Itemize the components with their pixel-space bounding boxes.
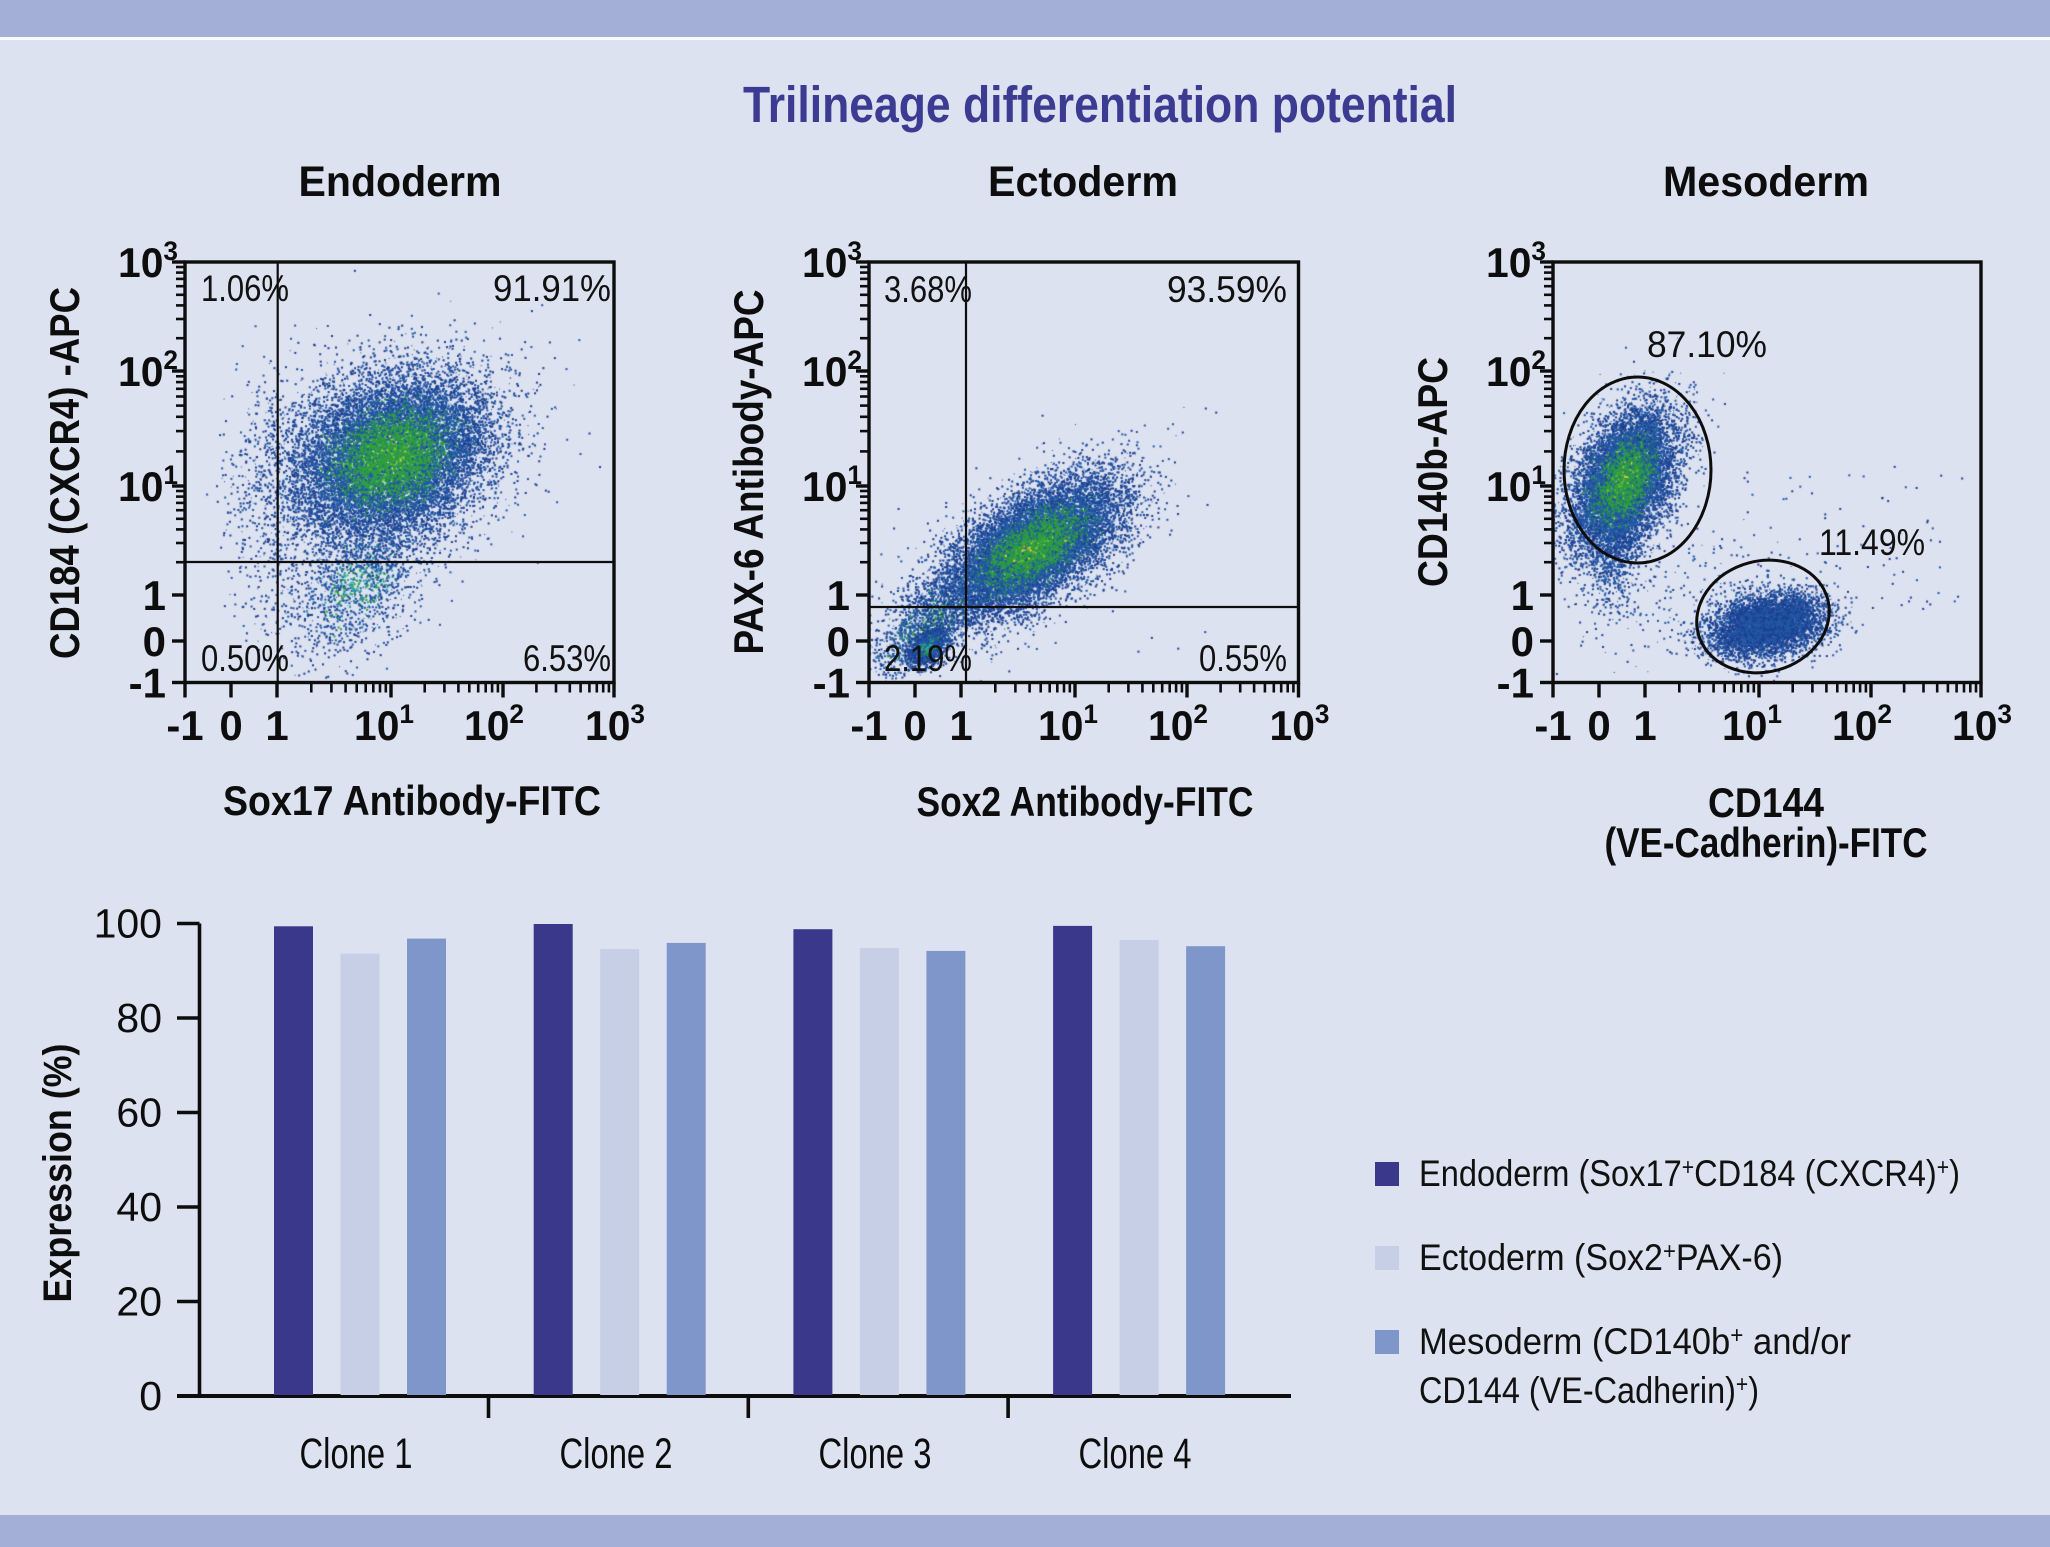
svg-text:101: 101 [1722,699,1782,749]
svg-text:101: 101 [1486,460,1546,510]
svg-text:Ectoderm (Sox2+​PAX-6): Ectoderm (Sox2+​PAX-6) [1419,1237,1783,1278]
svg-text:(VE-Cadherin)-FITC: (VE-Cadherin)-FITC [1605,819,1928,866]
svg-text:101: 101 [1038,699,1098,749]
svg-text:40: 40 [116,1184,162,1230]
svg-text:20: 20 [116,1279,162,1325]
svg-text:Clone 3: Clone 3 [819,1430,932,1478]
svg-text:1: 1 [1511,572,1534,619]
svg-text:-1: -1 [166,702,203,749]
svg-text:60: 60 [116,1090,162,1136]
svg-text:Trilineage differentiation pot: Trilineage differentiation potential [743,76,1457,133]
svg-text:103: 103 [802,236,862,286]
svg-text:102: 102 [464,699,524,749]
svg-text:-1: -1 [129,660,166,707]
svg-text:Endoderm: Endoderm [299,158,502,206]
svg-text:102: 102 [1148,699,1208,749]
svg-text:103: 103 [1486,236,1546,286]
svg-text:1: 1 [1633,702,1656,749]
svg-text:87.10%: 87.10% [1647,324,1767,365]
svg-text:1: 1 [143,572,166,619]
svg-text:Mesoderm (CD140b+​ and/or: Mesoderm (CD140b+​ and/or [1419,1321,1851,1362]
svg-text:-1: -1 [850,702,887,749]
svg-text:102: 102 [1832,699,1892,749]
svg-text:103: 103 [118,236,178,286]
svg-text:0: 0 [219,702,242,749]
svg-text:Endoderm (Sox17+​CD184 (CXCR4): Endoderm (Sox17+​CD184 (CXCR4)+​) [1419,1153,1960,1194]
svg-text:0.50%: 0.50% [201,638,289,679]
svg-text:103: 103 [1952,699,2012,749]
svg-text:1: 1 [827,572,850,619]
svg-text:CD140b-APC: CD140b-APC [1409,357,1456,587]
svg-text:Sox17 Antibody-FITC: Sox17 Antibody-FITC [223,777,601,824]
svg-text:93.59%: 93.59% [1167,269,1287,310]
svg-text:0: 0 [1587,702,1610,749]
svg-text:Clone 1: Clone 1 [300,1430,413,1478]
svg-text:Expression (%): Expression (%) [36,1044,80,1303]
svg-text:101: 101 [802,460,862,510]
svg-text:0: 0 [139,1373,162,1419]
svg-text:Mesoderm: Mesoderm [1663,158,1869,206]
svg-text:1.06%: 1.06% [201,268,289,309]
svg-text:102: 102 [802,345,862,395]
svg-text:1: 1 [265,702,288,749]
svg-text:2.19%: 2.19% [884,638,972,679]
svg-text:0: 0 [827,618,850,665]
svg-text:102: 102 [1486,345,1546,395]
svg-text:6.53%: 6.53% [523,638,611,679]
svg-text:0: 0 [903,702,926,749]
svg-text:80: 80 [116,995,162,1041]
svg-text:11.49%: 11.49% [1819,522,1925,563]
svg-text:PAX-6 Antibody-APC: PAX-6 Antibody-APC [725,290,772,655]
svg-text:Clone 2: Clone 2 [560,1430,673,1478]
svg-text:103: 103 [1270,699,1330,749]
svg-text:101: 101 [354,699,414,749]
svg-text:-1: -1 [813,660,850,707]
svg-text:0: 0 [143,618,166,665]
svg-text:0: 0 [1511,618,1534,665]
svg-text:-1: -1 [1534,702,1571,749]
svg-text:CD144: CD144 [1708,779,1825,826]
svg-text:102: 102 [118,345,178,395]
svg-text:CD144 (VE-Cadherin)+​): CD144 (VE-Cadherin)+​) [1419,1370,1759,1411]
svg-text:CD184 (CXCR4) -APC: CD184 (CXCR4) -APC [41,287,88,659]
svg-text:0.55%: 0.55% [1199,638,1287,679]
svg-text:91.91%: 91.91% [493,268,611,309]
svg-text:101: 101 [118,460,178,510]
svg-text:Clone 4: Clone 4 [1079,1430,1192,1478]
svg-text:100: 100 [94,901,162,947]
svg-text:Ectoderm: Ectoderm [988,158,1178,206]
svg-text:103: 103 [585,699,645,749]
svg-text:3.68%: 3.68% [884,269,972,310]
svg-text:-1: -1 [1497,660,1534,707]
svg-text:1: 1 [949,702,972,749]
svg-text:Sox2 Antibody-FITC: Sox2 Antibody-FITC [917,778,1254,825]
